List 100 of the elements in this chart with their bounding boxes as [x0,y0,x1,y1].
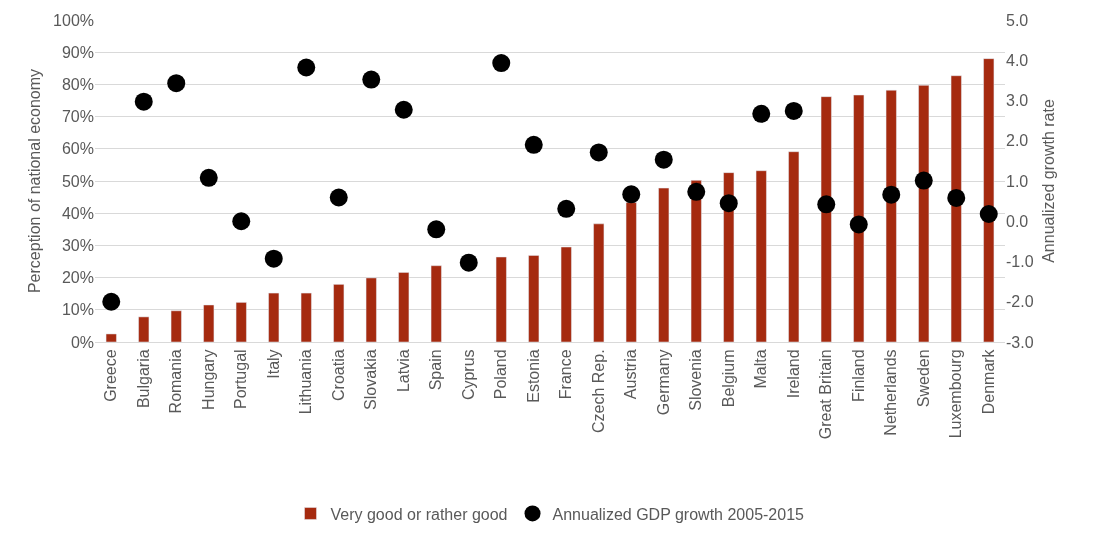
bar [788,151,800,342]
bar [560,246,572,342]
x-tick-label: Italy [264,349,282,379]
y2-tick-label: 3.0 [1006,92,1029,110]
y-tick-label: 60% [61,140,94,158]
x-tick-label: Slovenia [687,349,705,411]
x-tick-label: France [557,349,575,400]
x-tick-label: Lithuania [297,349,315,415]
bar [690,180,702,342]
bar [853,94,865,342]
bar [268,292,280,342]
point [427,220,446,239]
x-tick-label: Portugal [232,349,250,409]
bar [820,96,832,342]
y2-tick-label: 1.0 [1006,172,1029,190]
point [784,101,803,120]
x-tick-label: Denmark [979,348,997,415]
y-tick-label: 30% [61,237,94,254]
bar [625,202,637,342]
point [622,185,641,204]
bar [300,292,312,342]
bar [528,255,540,342]
point [914,171,933,190]
y2-tick-label: -1.0 [1006,253,1034,271]
x-tick-label: Estonia [524,349,542,403]
legend-label: Annualized GDP growth 2005-2015 [552,505,805,523]
legend-label: Very good or rather good [330,505,508,523]
bar [918,85,930,342]
y-tick-label: 10% [61,301,94,319]
x-tick-label: Czech Rep. [589,349,607,433]
x-tick-label: Ireland [784,349,802,399]
y2-tick-label: -3.0 [1006,333,1034,351]
point [817,195,836,214]
y-tick-label: 0% [70,333,94,351]
x-tick-label: Hungary [199,349,217,410]
y2-tick-label: 4.0 [1006,51,1029,69]
point [102,292,121,311]
y-tick-label: 20% [61,269,94,287]
bar [333,284,345,342]
bar [398,272,410,342]
x-tick-label: Belgium [719,349,737,408]
point [654,150,673,169]
point [394,100,413,119]
bar [430,265,442,342]
bar [950,75,962,342]
y-axis-title: Perception of national economy [25,68,43,294]
x-tick-label: Finland [849,349,867,402]
point [329,188,348,207]
point [947,188,966,207]
point [492,54,511,73]
bar [235,302,247,342]
point [459,253,478,272]
point [752,104,771,123]
bar [723,172,735,342]
y2-tick-label: 5.0 [1006,11,1029,29]
point [199,168,218,187]
point [232,212,251,231]
bar [983,58,995,342]
x-tick-label: Slovakia [362,349,380,410]
point [557,199,576,218]
y-tick-label: 100% [53,11,94,29]
point [719,194,738,213]
x-tick-label: Great Britain [817,349,835,440]
y-tick-label: 90% [61,43,94,61]
point [134,92,153,111]
bar [495,256,507,342]
x-tick-label: Luxembourg [947,349,965,439]
bar [658,187,670,342]
y-tick-label: 70% [61,108,94,126]
y2-axis-title: Annualized growth rate [1040,99,1058,263]
x-tick-label: Croatia [329,349,347,401]
x-tick-label: Sweden [914,349,932,408]
bar [138,316,150,342]
x-tick-label: Austria [622,349,640,400]
bar [105,333,117,342]
bar [170,310,182,342]
point [589,143,608,162]
x-tick-label: Romania [167,349,185,414]
bar [755,170,767,342]
y2-tick-label: 2.0 [1006,132,1029,150]
y-tick-label: 40% [61,204,94,222]
x-tick-label: Spain [427,349,445,391]
x-tick-label: Poland [492,349,510,400]
point [297,58,316,77]
x-tick-label: Greece [102,349,120,402]
x-tick-label: Malta [752,349,770,389]
point [524,135,543,154]
point [687,182,706,201]
x-tick-label: Netherlands [882,349,900,436]
bar [593,223,605,342]
x-tick-label: Germany [654,349,672,416]
x-tick-label: Bulgaria [134,349,152,409]
point [362,70,381,89]
y-tick-label: 80% [61,76,94,93]
point [167,74,186,93]
point [849,215,868,234]
bar [203,304,215,342]
x-tick-label: Cyprus [459,349,477,401]
y2-tick-label: -2.0 [1006,293,1034,311]
x-tick-label: Latvia [394,349,412,393]
